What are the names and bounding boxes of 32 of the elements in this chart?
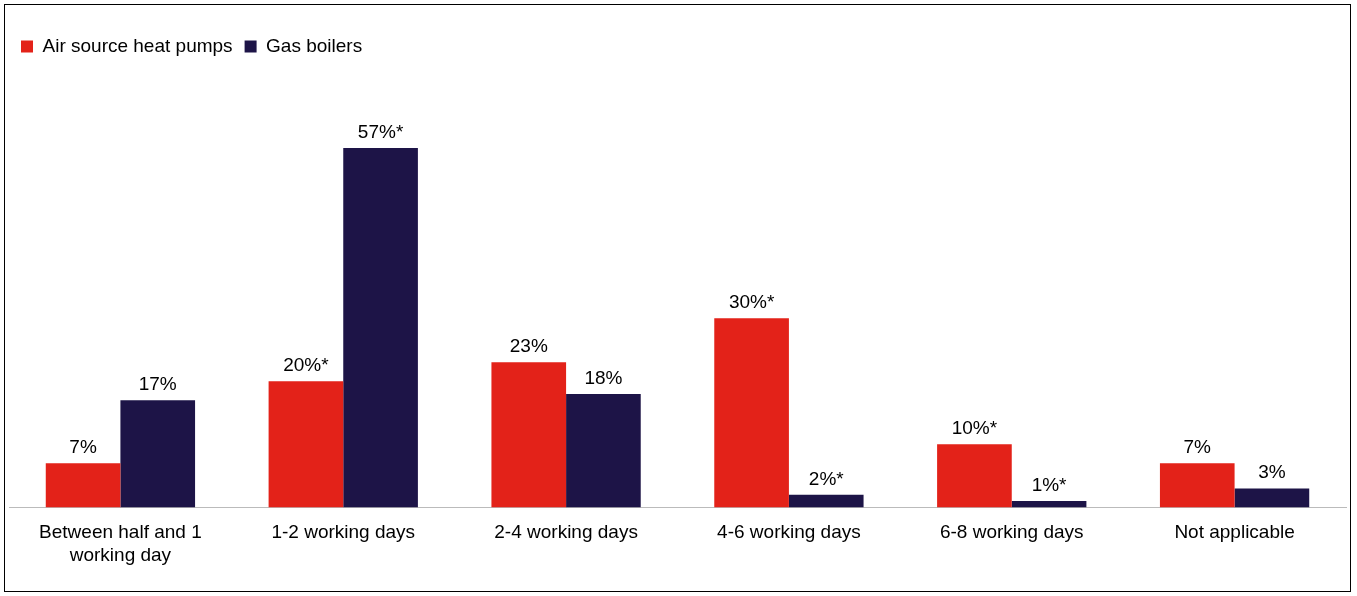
x-tick-label: 2-4 working days	[494, 521, 638, 543]
bar	[1234, 488, 1310, 508]
data-label: 23%	[509, 335, 548, 357]
data-label: 1%*	[1031, 473, 1068, 495]
data-label: 2%*	[808, 467, 845, 489]
x-tick-label: 1-2 working days	[271, 521, 416, 543]
data-label: 3%	[1258, 461, 1286, 483]
bar	[491, 362, 567, 508]
bar	[120, 400, 196, 508]
data-label: 10%*	[951, 417, 998, 439]
bar	[343, 147, 418, 508]
data-label: 18%	[584, 366, 623, 388]
bar	[714, 318, 789, 508]
bar	[566, 393, 641, 508]
data-label: 7%	[69, 435, 97, 457]
x-tick-label: Between half and 1 working day	[39, 521, 202, 565]
bar	[788, 494, 864, 508]
legend-label: Gas boilers	[266, 34, 363, 56]
bar	[268, 381, 344, 508]
data-label: 17%	[138, 372, 177, 394]
bar	[937, 444, 1012, 508]
data-label: 7%	[1183, 435, 1212, 457]
bar	[1159, 463, 1235, 508]
bar	[1011, 501, 1087, 508]
data-label: 30%*	[728, 290, 775, 312]
legend-label: Air source heat pumps	[42, 34, 233, 56]
data-label: 57%*	[357, 120, 404, 142]
bar	[45, 463, 121, 508]
data-label: 20%*	[283, 354, 330, 376]
x-tick-label: Not applicable	[1174, 521, 1295, 543]
x-tick-label: 4-6 working days	[717, 521, 861, 543]
x-tick-label: 6-8 working days	[939, 521, 1084, 543]
